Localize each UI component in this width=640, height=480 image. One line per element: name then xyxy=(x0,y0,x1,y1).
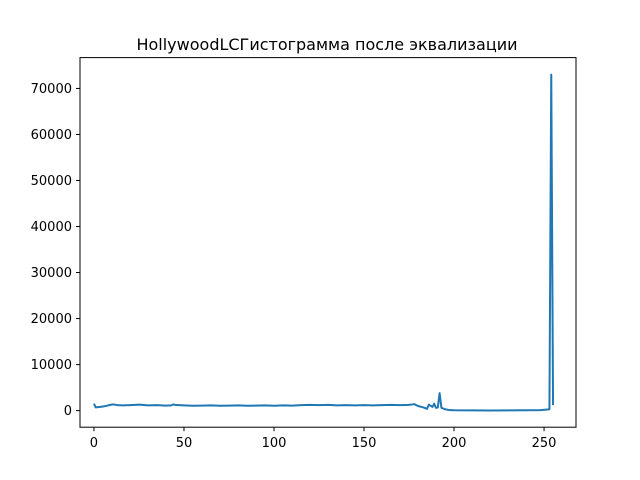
series-line-0 xyxy=(93,73,555,412)
chart-title: HollywoodLCГистограмма после эквализации xyxy=(136,35,517,54)
y-tick-label: 30000 xyxy=(31,266,72,281)
y-tick-label: 70000 xyxy=(31,82,72,97)
y-tick-label: 40000 xyxy=(31,220,72,235)
x-tick-label: 150 xyxy=(352,436,377,451)
x-axis: 0 50 100 150 200 250 xyxy=(90,427,557,451)
y-tick-label: 50000 xyxy=(31,174,72,189)
y-tick-label: 60000 xyxy=(31,128,72,143)
x-tick-label: 250 xyxy=(532,436,557,451)
x-tick-label: 200 xyxy=(442,436,467,451)
y-tick-label: 0 xyxy=(64,404,72,419)
y-tick-label: 20000 xyxy=(31,312,72,327)
x-tick-label: 0 xyxy=(90,436,98,451)
axes-frame xyxy=(79,57,577,428)
x-tick-label: 50 xyxy=(176,436,193,451)
x-tick-label: 100 xyxy=(262,436,287,451)
plot-area xyxy=(93,73,555,412)
y-tick-label: 10000 xyxy=(31,358,72,373)
y-axis: 0 10000 20000 30000 40000 50000 60000 70000 xyxy=(31,82,80,419)
